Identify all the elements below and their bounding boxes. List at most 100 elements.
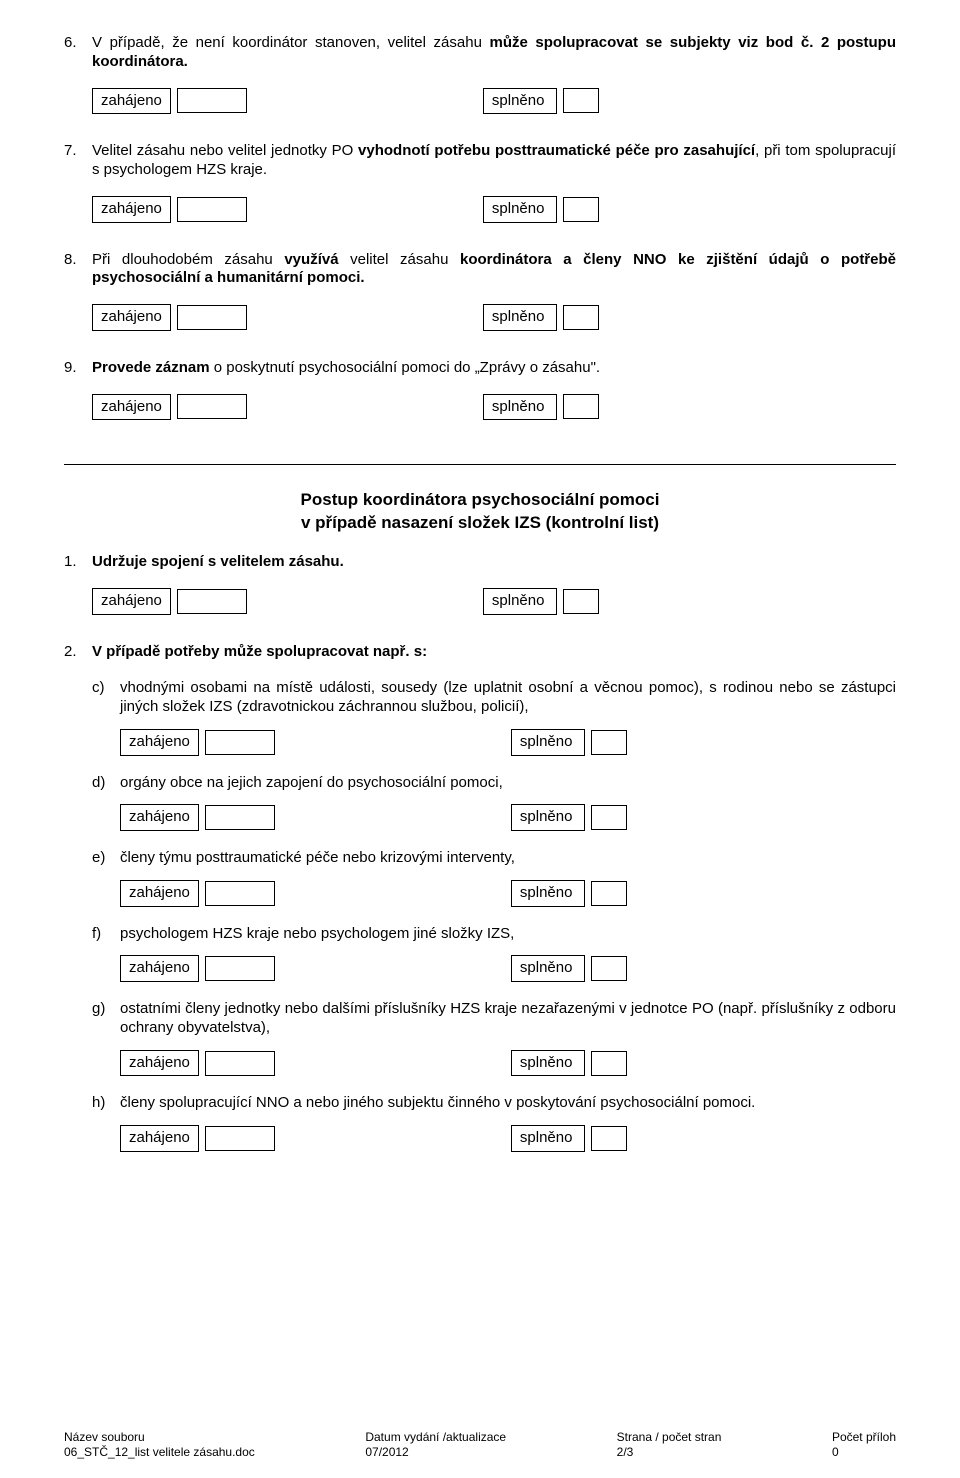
section-title-line2: v případě nasazení složek IZS (kontrolní… [301,513,659,532]
splneno-box[interactable] [563,88,599,113]
splneno-label: splněno [511,955,585,982]
splneno-label: splněno [483,304,557,331]
item-text: Udržuje spojení s velitelem zásahu. [92,553,896,572]
check-row: zahájeno splněno [120,880,896,907]
splneno-label: splněno [483,88,557,115]
item-number: g) [92,1000,120,1019]
item-text: Velitel zásahu nebo velitel jednotky PO … [92,142,896,180]
splneno-box[interactable] [563,305,599,330]
zahajeno-label: zahájeno [120,1050,199,1077]
check-row: zahájeno splněno [92,394,896,421]
list-item: c)vhodnými osobami na místě události, so… [92,679,896,717]
footer: Název souboru 06_STČ_12_list velitele zá… [64,1430,896,1460]
check-row: zahájenosplněno [92,196,896,223]
footer-col-file: Název souboru 06_STČ_12_list velitele zá… [64,1430,255,1460]
splneno-label: splněno [511,880,585,907]
item-number: f) [92,925,120,944]
list-item: f)psychologem HZS kraje nebo psychologem… [92,925,896,944]
zahajeno-label: zahájeno [92,588,171,615]
list-item: d)orgány obce na jejich zapojení do psyc… [92,774,896,793]
zahajeno-box[interactable] [177,197,247,222]
zahajeno-label: zahájeno [120,729,199,756]
zahajeno-box[interactable] [205,805,275,830]
footer-col-page: Strana / počet stran 2/3 [617,1430,722,1460]
item-number: c) [92,679,120,698]
zahajeno-box[interactable] [205,881,275,906]
zahajeno-box[interactable] [177,88,247,113]
divider [64,464,896,465]
item-number: 7. [64,142,92,161]
footer-date-label: Datum vydání /aktualizace [365,1430,506,1444]
zahajeno-label: zahájeno [92,394,171,421]
splneno-label: splněno [483,394,557,421]
footer-file-label: Název souboru [64,1430,145,1444]
splneno-box[interactable] [591,956,627,981]
splneno-box[interactable] [591,881,627,906]
footer-page-value: 2/3 [617,1445,634,1459]
splneno-box[interactable] [563,197,599,222]
check-row: zahájeno splněno [120,1125,896,1152]
footer-col-date: Datum vydání /aktualizace 07/2012 [365,1430,506,1460]
zahajeno-box[interactable] [177,305,247,330]
check-row: zahájeno splněno [92,304,896,331]
sub-item: d)orgány obce na jejich zapojení do psyc… [92,774,896,793]
list-item: 7.Velitel zásahu nebo velitel jednotky P… [64,142,896,180]
check-row: zahájeno splněno [120,729,896,756]
item-text: V případě, že není koordinátor stanoven,… [92,34,896,72]
list-section-1: 6.V případě, že není koordinátor stanove… [64,34,896,420]
splneno-label: splněno [511,1125,585,1152]
check-row: zahájeno splněno [92,588,896,615]
splneno-box[interactable] [591,1126,627,1151]
sub-item: e)členy týmu posttraumatické péče nebo k… [92,849,896,868]
splneno-label: splněno [511,1050,585,1077]
zahajeno-label: zahájeno [92,304,171,331]
section-title-line1: Postup koordinátora psychosociální pomoc… [301,490,660,509]
item-number: 1. [64,553,92,572]
sub-item: f)psychologem HZS kraje nebo psychologem… [92,925,896,944]
splneno-box[interactable] [591,1051,627,1076]
item-number: e) [92,849,120,868]
zahajeno-label: zahájeno [120,880,199,907]
item-number: 8. [64,251,92,270]
splneno-box[interactable] [591,805,627,830]
sub-item: h)členy spolupracující NNO a nebo jiného… [92,1094,896,1113]
check-row: zahájeno splněno [92,88,896,115]
list-item: 9.Provede záznam o poskytnutí psychosoci… [64,359,896,378]
page: 6.V případě, že není koordinátor stanove… [0,0,960,1478]
zahajeno-label: zahájeno [120,955,199,982]
item-text: orgány obce na jejich zapojení do psycho… [120,774,896,793]
zahajeno-label: zahájeno [120,1125,199,1152]
zahajeno-label: zahájeno [92,196,171,223]
item-number: d) [92,774,120,793]
zahajeno-box[interactable] [205,956,275,981]
splneno-label: splněno [483,588,557,615]
splneno-label: splněno [511,804,585,831]
zahajeno-box[interactable] [177,589,247,614]
sub-list: c)vhodnými osobami na místě události, so… [64,679,896,1152]
zahajeno-box[interactable] [205,1126,275,1151]
item-text: psychologem HZS kraje nebo psychologem j… [120,925,896,944]
zahajeno-box[interactable] [177,394,247,419]
item-text: Při dlouhodobém zásahu využívá velitel z… [92,251,896,289]
footer-col-attach: Počet příloh 0 [832,1430,896,1460]
footer-attach-value: 0 [832,1445,839,1459]
check-row: zahájeno splněno [120,1050,896,1077]
item-number: h) [92,1094,120,1113]
item-text: členy týmu posttraumatické péče nebo kri… [120,849,896,868]
footer-attach-label: Počet příloh [832,1430,896,1444]
sub-item: g)ostatními členy jednotky nebo dalšími … [92,1000,896,1038]
check-row: zahájenosplněno [120,804,896,831]
list-item: 1.Udržuje spojení s velitelem zásahu. [64,553,896,572]
splneno-box[interactable] [563,394,599,419]
zahajeno-box[interactable] [205,730,275,755]
footer-date-value: 07/2012 [365,1445,408,1459]
zahajeno-label: zahájeno [92,88,171,115]
list-item: g)ostatními členy jednotky nebo dalšími … [92,1000,896,1038]
item-text: vhodnými osobami na místě události, sous… [120,679,896,717]
splneno-box[interactable] [563,589,599,614]
item-number: 9. [64,359,92,378]
zahajeno-box[interactable] [205,1051,275,1076]
splneno-label: splněno [511,729,585,756]
splneno-box[interactable] [591,730,627,755]
list-item: e)členy týmu posttraumatické péče nebo k… [92,849,896,868]
